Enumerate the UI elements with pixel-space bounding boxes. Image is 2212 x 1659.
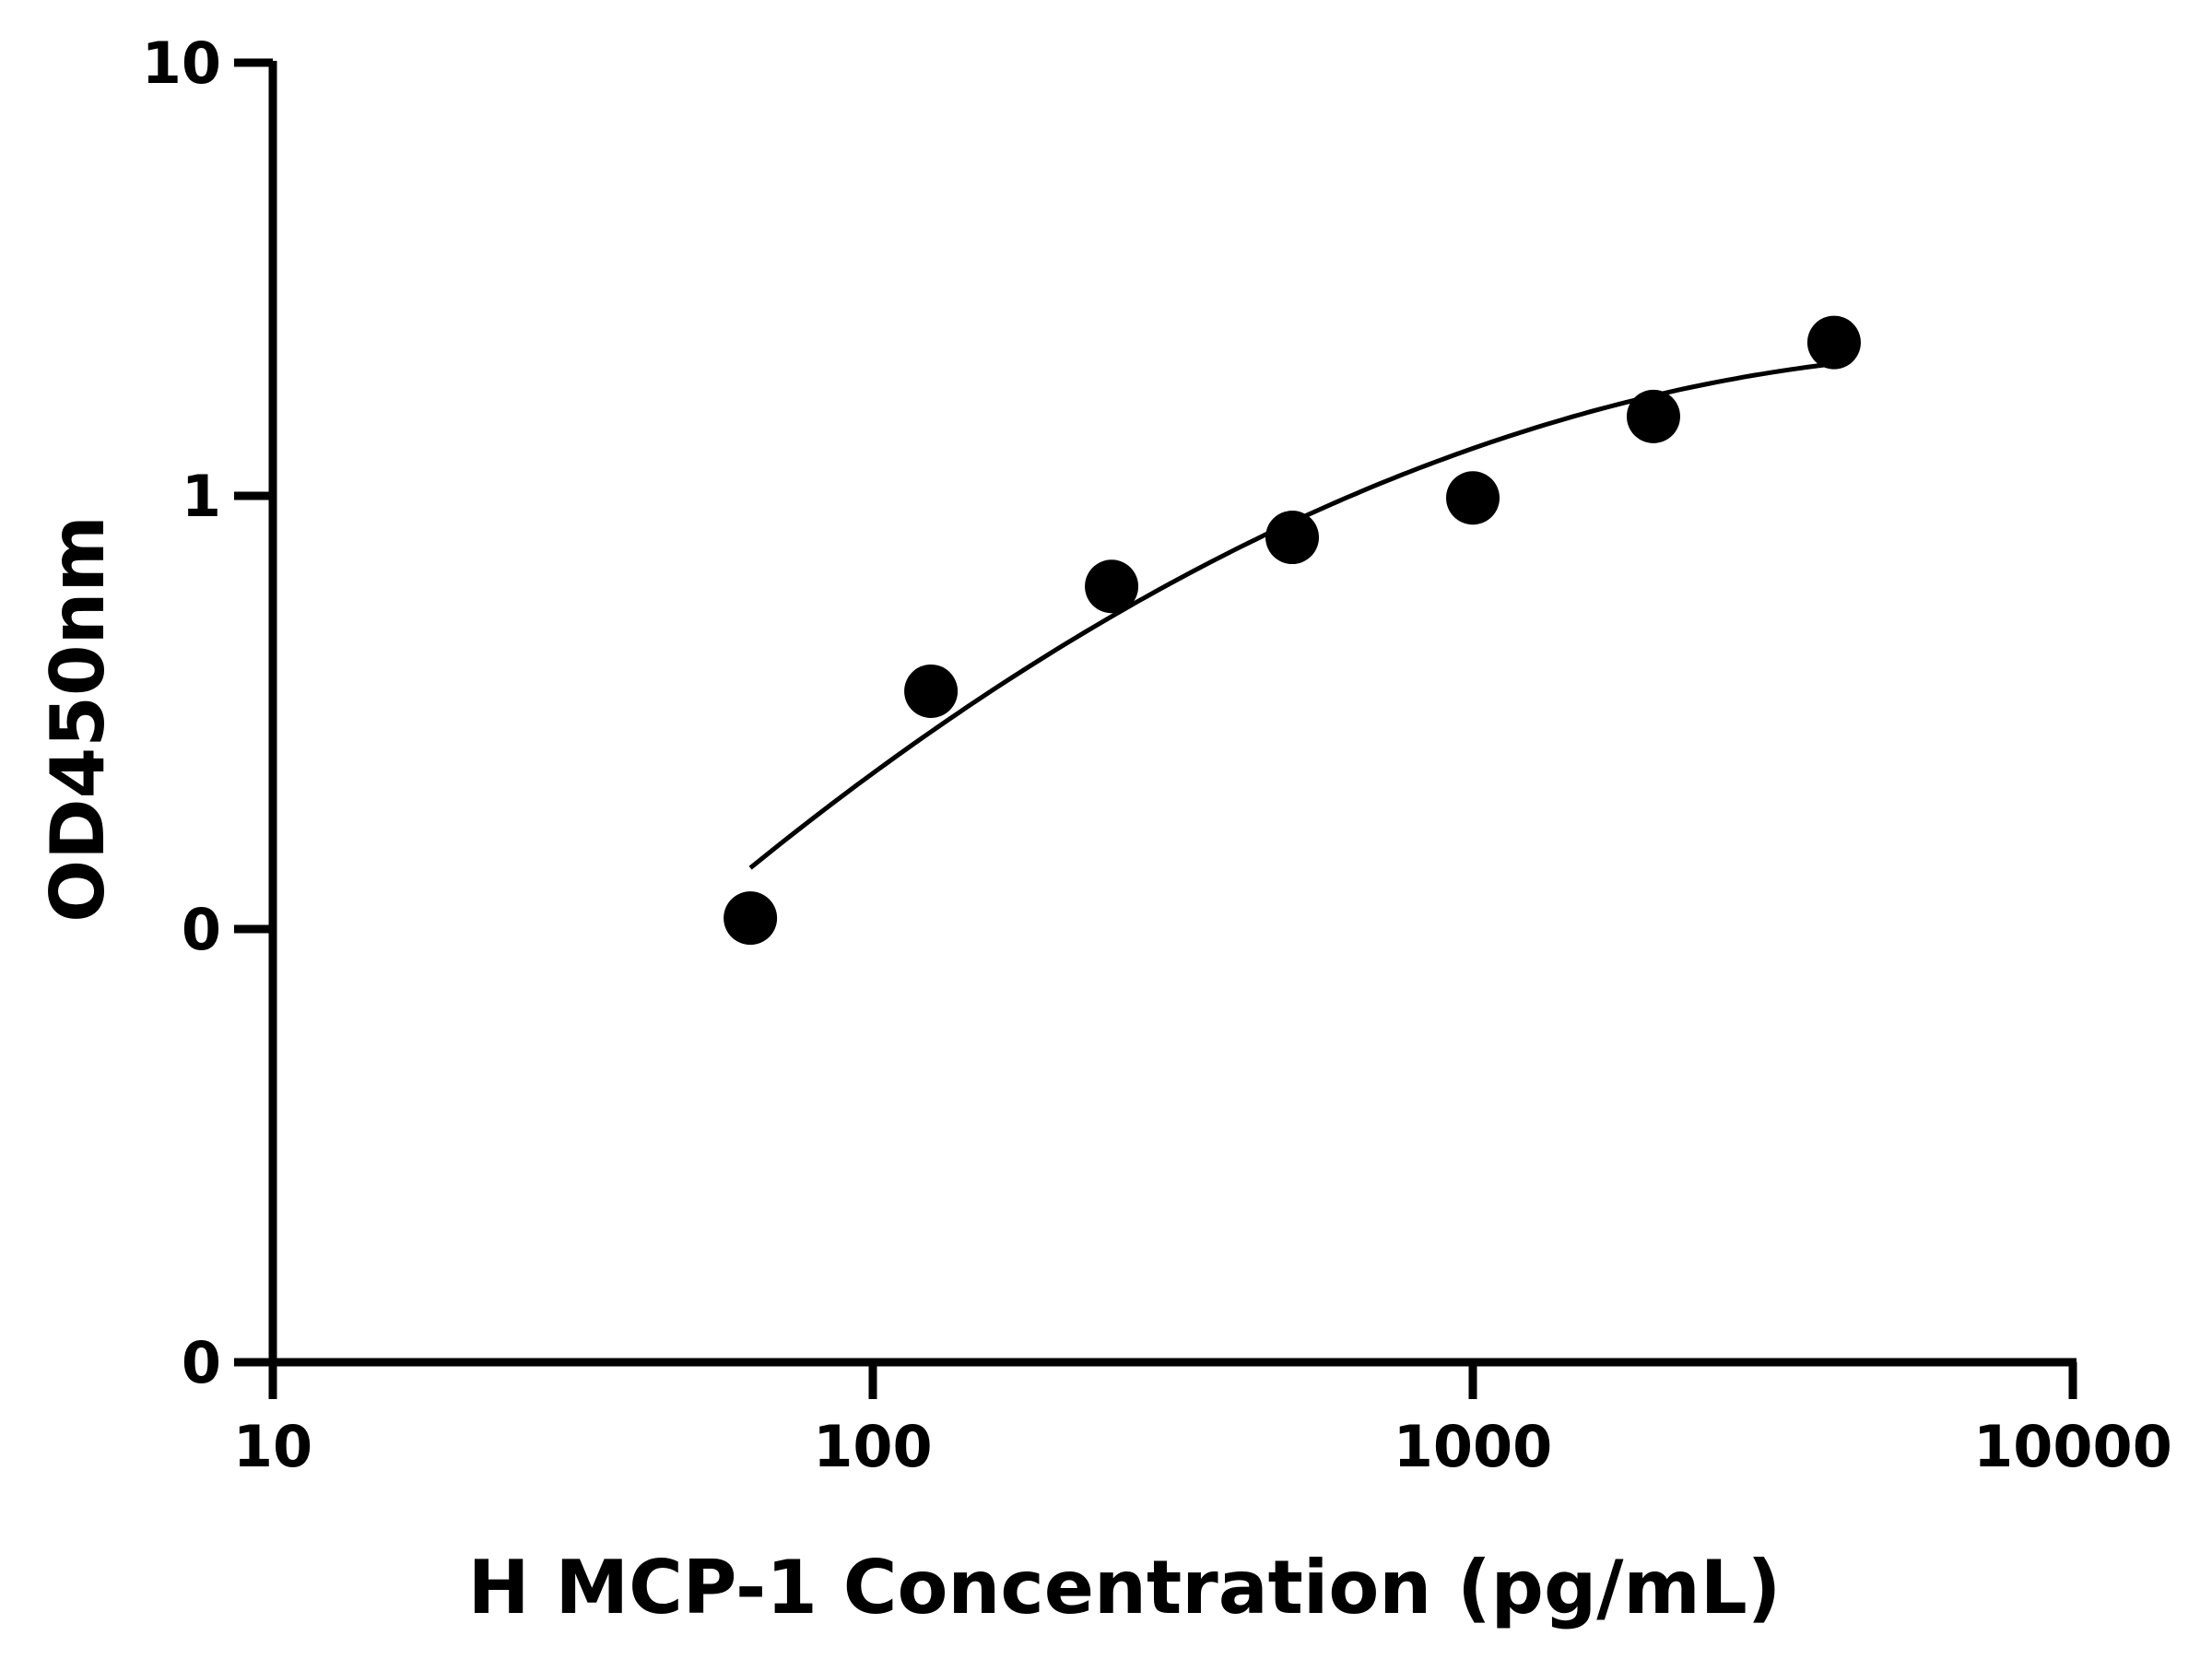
y-tick-label: 0: [182, 896, 221, 963]
x-tick-label: 100: [813, 1413, 932, 1480]
y-axis-title: OD450nm: [35, 515, 121, 923]
ticks-layer: 10 100 1000 10000 0 0 1 10: [142, 29, 2172, 1480]
x-tick-label: 10000: [1973, 1413, 2172, 1480]
data-point: [1446, 471, 1500, 525]
data-point: [1085, 559, 1139, 614]
x-tick-label: 10: [233, 1413, 312, 1480]
data-point: [1265, 511, 1320, 565]
y-tick-label: 1: [182, 463, 221, 530]
fit-curve-line: [748, 361, 1835, 870]
data-point: [1626, 389, 1680, 443]
x-axis-title: H MCP-1 Concentration (pg/mL): [468, 1545, 1782, 1630]
data-points-layer: [724, 315, 1861, 946]
y-tick-label: 0: [182, 1329, 221, 1396]
data-point: [904, 664, 959, 718]
axes-layer: [268, 61, 2077, 1367]
y-tick-label: 10: [142, 29, 221, 97]
fit-curve-layer: [748, 361, 1835, 870]
data-point: [724, 891, 778, 946]
x-tick-label: 1000: [1394, 1413, 1553, 1480]
data-point: [1806, 315, 1861, 370]
